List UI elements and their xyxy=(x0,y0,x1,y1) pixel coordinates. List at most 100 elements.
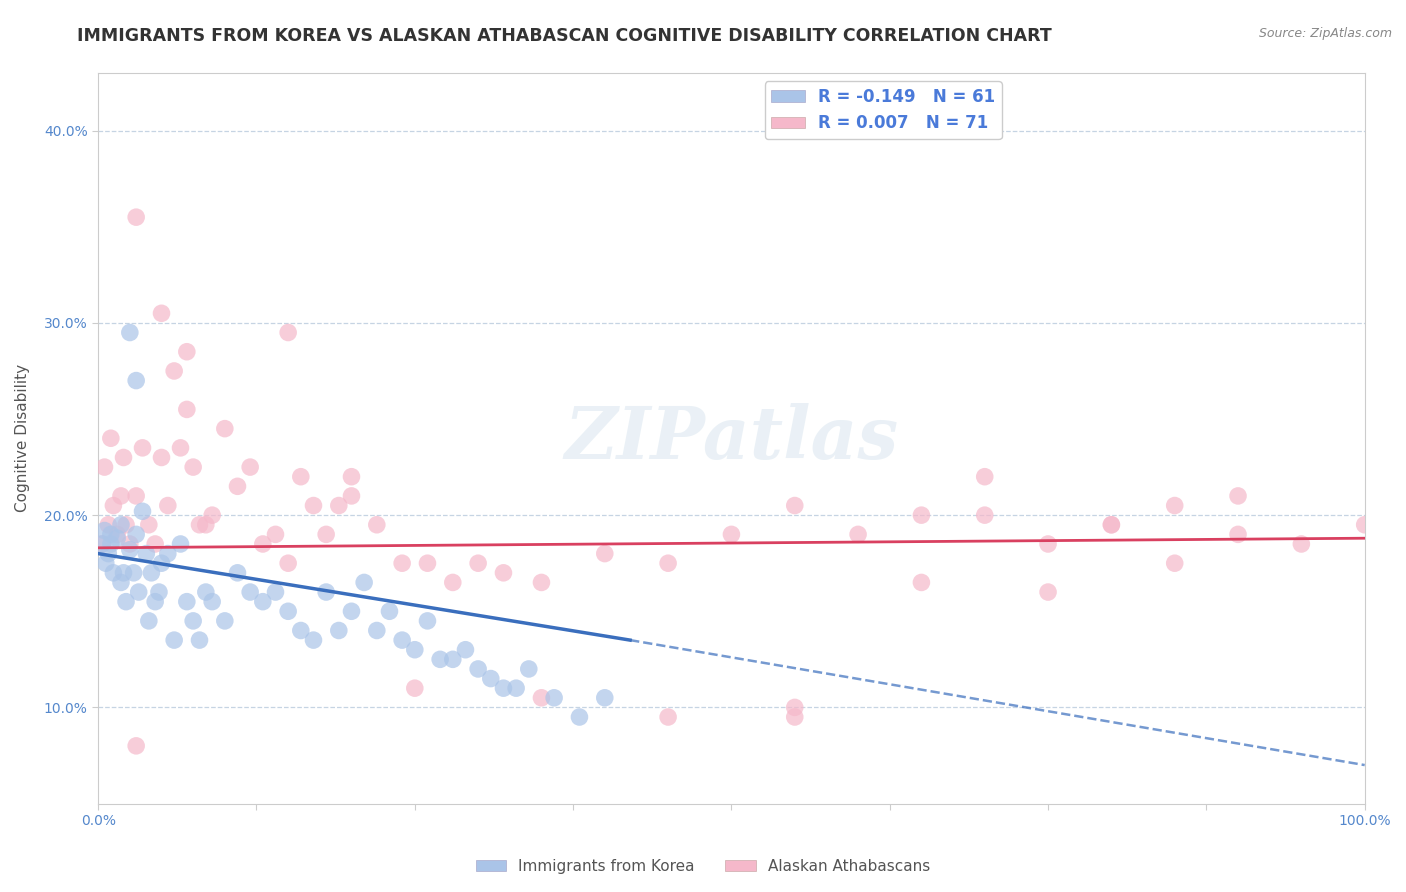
Point xyxy=(492,566,515,580)
Point xyxy=(530,690,553,705)
Point xyxy=(156,547,179,561)
Point xyxy=(94,556,117,570)
Point xyxy=(910,575,932,590)
Point xyxy=(302,633,325,648)
Point xyxy=(100,527,122,541)
Point xyxy=(176,402,198,417)
Point xyxy=(290,469,312,483)
Point xyxy=(181,460,204,475)
Point xyxy=(783,700,806,714)
Point xyxy=(103,566,125,580)
Point xyxy=(176,344,198,359)
Point xyxy=(163,633,186,648)
Point xyxy=(543,690,565,705)
Point xyxy=(391,556,413,570)
Point xyxy=(125,739,148,753)
Point xyxy=(252,595,274,609)
Point xyxy=(404,681,426,695)
Point xyxy=(125,527,148,541)
Point xyxy=(530,575,553,590)
Point xyxy=(1099,517,1122,532)
Point xyxy=(315,527,337,541)
Point xyxy=(657,556,679,570)
Point xyxy=(150,306,173,320)
Point xyxy=(143,537,166,551)
Point xyxy=(226,566,249,580)
Point xyxy=(378,604,401,618)
Point xyxy=(201,595,224,609)
Point xyxy=(910,508,932,523)
Point xyxy=(517,662,540,676)
Point xyxy=(176,595,198,609)
Point xyxy=(131,504,153,518)
Point xyxy=(568,710,591,724)
Point xyxy=(138,517,160,532)
Point xyxy=(1099,517,1122,532)
Point xyxy=(110,517,132,532)
Point xyxy=(105,527,128,541)
Point xyxy=(454,642,477,657)
Point xyxy=(125,489,148,503)
Point xyxy=(1227,527,1250,541)
Point xyxy=(181,614,204,628)
Point xyxy=(188,633,211,648)
Point xyxy=(1163,499,1185,513)
Point xyxy=(100,431,122,445)
Point xyxy=(593,547,616,561)
Point xyxy=(467,662,489,676)
Point xyxy=(340,469,363,483)
Point xyxy=(118,537,141,551)
Point xyxy=(128,585,150,599)
Point xyxy=(93,460,115,475)
Point xyxy=(416,614,439,628)
Point xyxy=(214,614,236,628)
Point xyxy=(112,450,135,465)
Point xyxy=(226,479,249,493)
Point xyxy=(91,537,114,551)
Point xyxy=(169,537,191,551)
Point xyxy=(150,450,173,465)
Point xyxy=(125,210,148,224)
Point xyxy=(391,633,413,648)
Point xyxy=(169,441,191,455)
Text: IMMIGRANTS FROM KOREA VS ALASKAN ATHABASCAN COGNITIVE DISABILITY CORRELATION CHA: IMMIGRANTS FROM KOREA VS ALASKAN ATHABAS… xyxy=(77,27,1052,45)
Point xyxy=(141,566,163,580)
Point xyxy=(340,604,363,618)
Point xyxy=(441,652,464,666)
Point xyxy=(214,422,236,436)
Point xyxy=(100,537,122,551)
Point xyxy=(973,508,995,523)
Point xyxy=(1291,537,1313,551)
Point xyxy=(110,489,132,503)
Point xyxy=(315,585,337,599)
Point xyxy=(1036,585,1059,599)
Point xyxy=(194,585,217,599)
Point xyxy=(416,556,439,570)
Point xyxy=(328,499,350,513)
Point xyxy=(91,537,114,551)
Point xyxy=(103,499,125,513)
Point xyxy=(277,604,299,618)
Point xyxy=(97,547,120,561)
Point xyxy=(492,681,515,695)
Point xyxy=(328,624,350,638)
Point xyxy=(277,326,299,340)
Point xyxy=(1163,556,1185,570)
Point xyxy=(148,585,170,599)
Point xyxy=(201,508,224,523)
Text: ZIPatlas: ZIPatlas xyxy=(564,403,898,474)
Point xyxy=(1354,517,1376,532)
Point xyxy=(846,527,869,541)
Point xyxy=(93,524,115,538)
Point xyxy=(657,710,679,724)
Point xyxy=(131,441,153,455)
Point xyxy=(429,652,451,666)
Point xyxy=(97,517,120,532)
Point xyxy=(479,672,502,686)
Point xyxy=(366,517,388,532)
Point xyxy=(252,537,274,551)
Point xyxy=(593,690,616,705)
Point xyxy=(143,595,166,609)
Point xyxy=(783,499,806,513)
Point xyxy=(194,517,217,532)
